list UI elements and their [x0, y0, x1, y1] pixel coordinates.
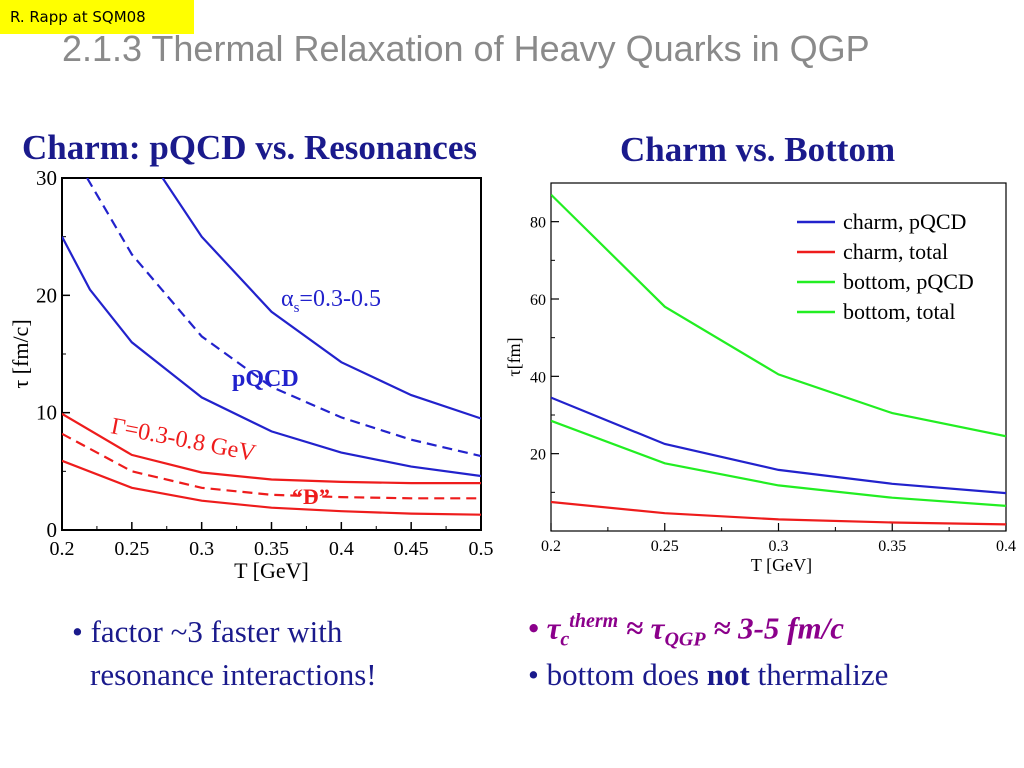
plot-frame-right: [550, 182, 1007, 532]
bullet-bottom-not: not: [706, 657, 750, 692]
series-line-3: [551, 193, 1006, 438]
x-tick-label: 0.4: [996, 538, 1016, 555]
x-tick-label: 0.3: [189, 538, 214, 560]
annotation-d-meson: “D”: [292, 484, 330, 509]
series-line-1: [551, 396, 1006, 495]
x-tick-label: 0.25: [114, 538, 149, 560]
y-tick-label: 40: [530, 369, 546, 386]
x-tick-label: 0.2: [50, 538, 75, 560]
x-tick-label: 0.35: [878, 538, 906, 555]
annotation-pqcd: pQCD: [232, 366, 299, 392]
annotation-alpha-s: αs=0.3-0.5: [281, 286, 381, 316]
y-axis-label: τ [fm/c]: [8, 319, 33, 388]
x-axis-label: T [GeV]: [751, 555, 812, 575]
legend-label: bottom, total: [843, 299, 955, 324]
bullet-range: ≈ 3-5 fm/c: [705, 610, 844, 646]
y-tick-label: 30: [36, 166, 57, 190]
bullet-bottom-c: thermalize: [749, 657, 889, 692]
y-tick-label: 20: [36, 283, 57, 307]
legend-label: bottom, pQCD: [843, 269, 974, 294]
slide-title: 2.1.3 Thermal Relaxation of Heavy Quarks…: [62, 28, 870, 69]
x-tick-label: 0.45: [394, 538, 429, 560]
x-tick-label: 0.25: [651, 538, 679, 555]
y-tick-label: 20: [530, 447, 546, 464]
x-tick-label: 0.3: [769, 538, 789, 555]
bullet-factor-faster-cont: resonance interactions!: [90, 657, 377, 692]
bullet-bottom-a: • bottom does: [528, 657, 707, 692]
bullet-qgp-sub: QGP: [664, 628, 706, 651]
bullet-thermalization-time: • τctherm ≈ τQGP ≈ 3-5 fm/c: [528, 610, 844, 652]
series-line-2: [86, 178, 481, 458]
y-tick-label: 60: [530, 292, 546, 309]
chart-title-left: Charm: pQCD vs. Resonances: [22, 128, 477, 167]
series-line-4: [551, 419, 1006, 507]
author-tag: R. Rapp at SQM08: [0, 0, 194, 34]
legend-label: charm, total: [843, 239, 948, 264]
series-line-2: [551, 500, 1006, 526]
y-tick-label: 80: [530, 215, 546, 232]
x-tick-label: 0.5: [469, 538, 494, 560]
series-line-3: [161, 178, 481, 420]
series-line-4: [62, 412, 481, 485]
series-line-6: [62, 459, 481, 516]
x-tick-label: 0.35: [254, 538, 289, 560]
bullet-bottom-not-thermalize: • bottom does not thermalize: [528, 657, 888, 693]
bullet-tau-sup: therm: [569, 610, 619, 632]
bullet-factor-faster: • factor ~3 faster with: [72, 614, 343, 649]
y-tick-label: 10: [36, 401, 57, 425]
series-line-1: [62, 236, 481, 478]
bullet-approx: ≈ τ: [618, 610, 665, 646]
x-tick-label: 0.4: [329, 538, 354, 560]
x-axis-label: T [GeV]: [234, 558, 309, 583]
y-axis-label: τ[fm]: [504, 337, 524, 376]
bullet-tau-c: • τ: [528, 610, 561, 646]
series-line-5: [62, 432, 481, 500]
bullet-tau-sub: c: [560, 628, 570, 651]
chart-title-right: Charm vs. Bottom: [620, 130, 896, 169]
x-tick-label: 0.2: [541, 538, 561, 555]
y-tick-label: 0: [47, 518, 58, 542]
legend-label: charm, pQCD: [843, 209, 966, 234]
